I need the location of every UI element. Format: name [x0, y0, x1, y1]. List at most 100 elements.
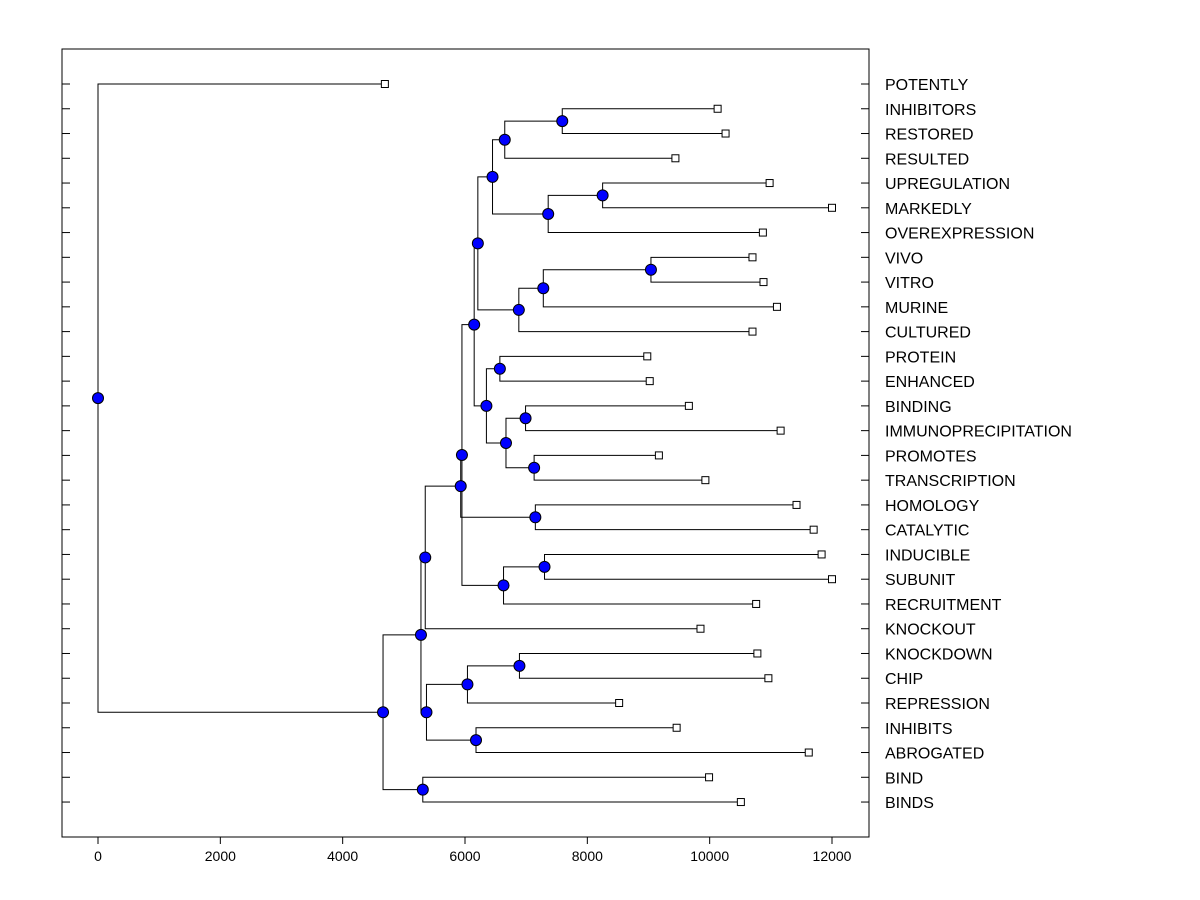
merge-node: [528, 461, 541, 474]
merge-node: [499, 437, 512, 450]
leaf-marker: [643, 352, 652, 361]
dendrogram-link: [475, 727, 677, 741]
dendrogram-link: [466, 665, 520, 685]
leaf-marker: [809, 525, 818, 534]
dendrogram-link: [425, 683, 468, 713]
dendrogram-link: [466, 684, 620, 704]
dendrogram-link: [97, 398, 384, 713]
dendrogram-link: [424, 557, 701, 630]
dendrogram-link: [534, 517, 814, 531]
leaf-marker: [764, 674, 773, 683]
leaf-marker: [696, 624, 705, 633]
merge-node: [556, 115, 569, 128]
dendrogram-link: [542, 269, 651, 289]
dendrogram-link: [485, 405, 506, 444]
merge-node: [512, 303, 525, 316]
dendrogram-link: [461, 455, 504, 586]
leaf-marker: [671, 154, 680, 163]
dendrogram-link: [499, 355, 648, 369]
merge-node: [497, 579, 510, 592]
dendrogram-link: [97, 83, 385, 399]
leaf-marker: [615, 699, 624, 707]
dendrogram-link: [505, 443, 535, 469]
merge-node: [542, 207, 555, 220]
leaf-label: MURINE: [885, 300, 948, 317]
merge-node: [420, 706, 433, 719]
merge-node: [92, 392, 104, 405]
merge-node: [419, 551, 432, 564]
merge-node: [513, 659, 526, 672]
dendrogram-link: [533, 467, 706, 481]
dendrogram-link: [422, 789, 741, 803]
dendrogram-link: [503, 566, 545, 586]
dendrogram-link: [602, 182, 770, 196]
leaf-marker: [672, 723, 681, 732]
dendrogram-link: [420, 634, 427, 713]
dendrogram-link: [461, 324, 475, 456]
leaf-label: BINDING: [885, 399, 952, 416]
leaf-label: VITRO: [885, 275, 934, 292]
merge-node: [537, 282, 550, 295]
x-tick-label: 8000: [572, 848, 603, 864]
dendrogram-link: [650, 256, 753, 270]
dendrogram-link: [518, 309, 753, 333]
leaf-marker: [759, 278, 768, 287]
merge-node: [468, 318, 481, 331]
x-axis-ticks: 0 2000 4000 6000 8000 10000 12000: [94, 837, 852, 864]
leaf-marker: [792, 500, 801, 509]
dendrogram-link: [477, 243, 519, 311]
x-tick-label: 0: [94, 848, 102, 864]
merge-node: [529, 511, 542, 524]
merge-node: [493, 362, 506, 375]
leaf-label: KNOCKDOWN: [885, 646, 993, 663]
merge-node: [538, 560, 551, 573]
dendrogram-link: [425, 712, 477, 741]
dendrogram-link: [650, 269, 764, 283]
leaf-marker: [736, 798, 745, 807]
leaf-label: CULTURED: [885, 325, 971, 342]
leaf-label: ENHANCED: [885, 374, 975, 391]
leaf-marker: [817, 550, 826, 559]
x-tick-label: 4000: [327, 848, 358, 864]
merge-node: [470, 734, 483, 747]
dendrogram-link: [547, 213, 763, 234]
leaf-label: OVEREXPRESSION: [885, 226, 1034, 243]
dendrogram-link: [518, 287, 544, 310]
leaf-label: ABROGATED: [885, 746, 984, 763]
leaf-label: CATALYTIC: [885, 523, 969, 540]
dendrogram-link: [544, 566, 832, 580]
leaf-marker: [772, 302, 781, 311]
dendrogram-link: [561, 108, 718, 122]
merge-node: [596, 189, 609, 202]
dendrogram-link: [503, 585, 757, 605]
leaf-label: SUBUNIT: [885, 572, 955, 589]
dendrogram-link: [460, 486, 536, 518]
merge-node: [486, 170, 499, 183]
dendrogram-link: [382, 634, 421, 713]
leaf-label: UPREGULATION: [885, 176, 1010, 193]
leaf-marker: [804, 748, 813, 757]
leaf-marker: [380, 80, 389, 88]
leaf-label: INHIBITS: [885, 721, 953, 738]
dendrogram-link: [475, 740, 809, 754]
dendrogram-link: [473, 324, 487, 407]
dendrogram-link: [499, 368, 650, 382]
dendrogram-link: [382, 712, 423, 791]
merge-node: [644, 263, 657, 276]
dendrogram-link: [473, 242, 478, 325]
leaf-label: BINDS: [885, 795, 934, 812]
leaf-label: MARKEDLY: [885, 201, 972, 218]
leaf-label: INHIBITORS: [885, 102, 976, 119]
merge-node: [480, 399, 493, 412]
dendrogram-link: [602, 195, 832, 209]
leaf-label: CHIP: [885, 671, 923, 688]
dendrogram-link: [422, 776, 710, 790]
plot-frame: [61, 48, 870, 838]
leaf-marker: [654, 451, 663, 460]
leaf-label: VIVO: [885, 250, 923, 267]
leaf-label: INDUCIBLE: [885, 547, 970, 564]
y-axis-ticks: [62, 83, 869, 803]
x-tick-label: 6000: [449, 848, 480, 864]
merge-node: [519, 412, 532, 425]
